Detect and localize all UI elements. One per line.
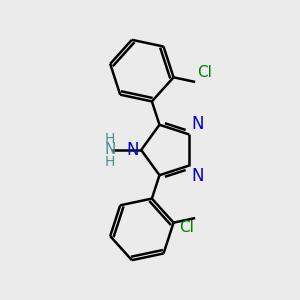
- Text: N: N: [191, 167, 204, 185]
- Text: Cl: Cl: [196, 65, 211, 80]
- Text: N: N: [126, 141, 139, 159]
- Text: Cl: Cl: [179, 220, 194, 235]
- Text: H: H: [105, 155, 116, 169]
- Text: N: N: [105, 142, 116, 158]
- Text: H: H: [105, 132, 116, 146]
- Text: N: N: [191, 115, 204, 133]
